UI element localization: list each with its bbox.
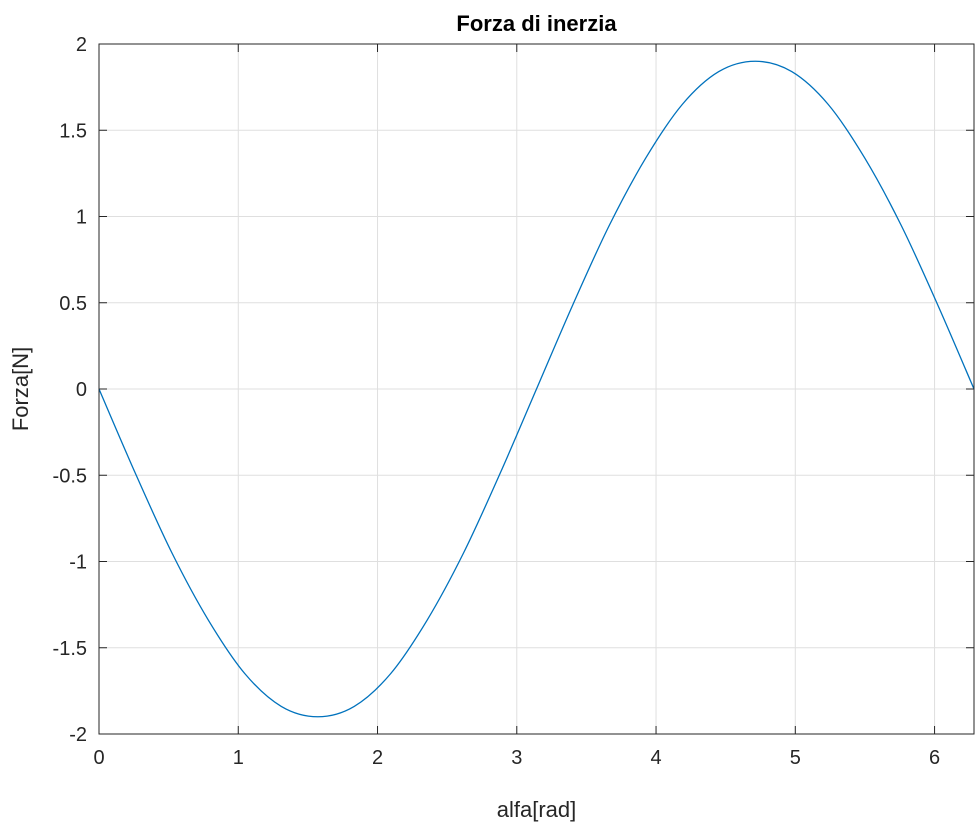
y-tick-label: 0.5 [59, 293, 87, 315]
series [98, 60, 975, 718]
x-tick-label: 5 [790, 747, 801, 769]
axes-box [98, 43, 975, 735]
y-tick-label: -1.5 [53, 638, 87, 660]
y-tick-label: 1.5 [59, 120, 87, 142]
y-tick-label: 2 [76, 34, 87, 56]
y-tick-label: -0.5 [53, 465, 87, 487]
tick-labels: 0 1 2 3 4 5 6 2 1.5 1 0.5 0 -0.5 -1 -1.5 -2 [53, 34, 941, 769]
x-tick-label: 4 [650, 747, 661, 769]
chart-title: Forza di inerzia [456, 11, 617, 36]
x-tick-label: 6 [929, 747, 940, 769]
y-tick-label: 1 [76, 207, 87, 229]
y-tick-label: -2 [69, 724, 87, 746]
x-tick-label: 1 [233, 747, 244, 769]
series-line [98, 60, 975, 718]
x-tick-label: 0 [93, 747, 104, 769]
y-tick-label: -1 [69, 552, 87, 574]
x-tick-label: 3 [511, 747, 522, 769]
y-tick-label: 0 [76, 379, 87, 401]
x-axis-label: alfa[rad] [497, 797, 577, 822]
x-tick-label: 2 [372, 747, 383, 769]
y-axis-label: Forza[N] [8, 347, 33, 431]
